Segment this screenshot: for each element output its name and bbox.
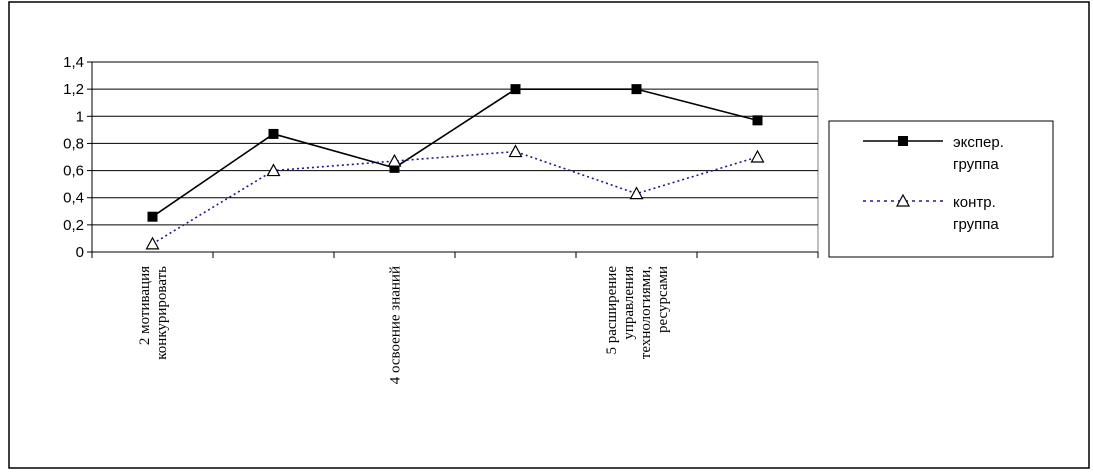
- x-category-label: 2 мотивация: [137, 266, 153, 345]
- legend-label-1: группа: [953, 216, 999, 233]
- y-tick-label: 1,2: [63, 81, 84, 98]
- series-line-0: [152, 88, 758, 218]
- series-layer: [145, 84, 765, 250]
- legend-box: [828, 120, 1054, 258]
- y-tick-label: 0,4: [63, 190, 84, 207]
- x-category-label: 5 расширение: [604, 266, 620, 355]
- x-category-label: конкурировать: [154, 266, 170, 360]
- y-tick-label: 0,6: [63, 163, 84, 180]
- y-tick-label: 1,4: [63, 54, 84, 71]
- series-1-point: [266, 163, 281, 177]
- series-1-point: [387, 153, 402, 167]
- legend-label-1: контр.: [953, 194, 996, 211]
- x-category-label: управления: [621, 266, 637, 340]
- x-category-label: ресурсами: [655, 266, 671, 333]
- y-tick-label: 0,2: [63, 217, 84, 234]
- series-0-point: [510, 84, 521, 95]
- legend-label-0: группа: [953, 156, 999, 173]
- legend-marker-1: [895, 193, 911, 207]
- series-0-point: [631, 84, 642, 95]
- x-axis: 2 мотивация конкурировать 4 освоение знани…: [91, 251, 819, 384]
- legend-label-0: экспер.: [953, 134, 1004, 151]
- series-1-point: [145, 236, 160, 250]
- series-1-point: [629, 186, 644, 200]
- x-category-label: технологиями,: [638, 266, 654, 359]
- legend-marker-0: [898, 136, 908, 146]
- y-tick-label: 0: [76, 244, 84, 261]
- y-tick-label: 0,8: [63, 135, 84, 152]
- series-0-point: [268, 128, 279, 139]
- series-1-point: [750, 149, 765, 163]
- legend: экспер. группа контр. группа: [828, 120, 1054, 258]
- y-tick-label: 1: [76, 108, 84, 125]
- series-0-point: [147, 211, 158, 222]
- y-axis: 0 0,2 0,4 0,6 0,8 1 1,2 1,4: [63, 54, 93, 261]
- plot-area: [91, 61, 819, 253]
- series-0-point: [752, 115, 763, 126]
- series-1-point: [508, 144, 523, 158]
- plot-area-border: [91, 61, 819, 253]
- x-category-label: 4 освоение знаний: [388, 266, 404, 384]
- series-0-point: [389, 162, 400, 173]
